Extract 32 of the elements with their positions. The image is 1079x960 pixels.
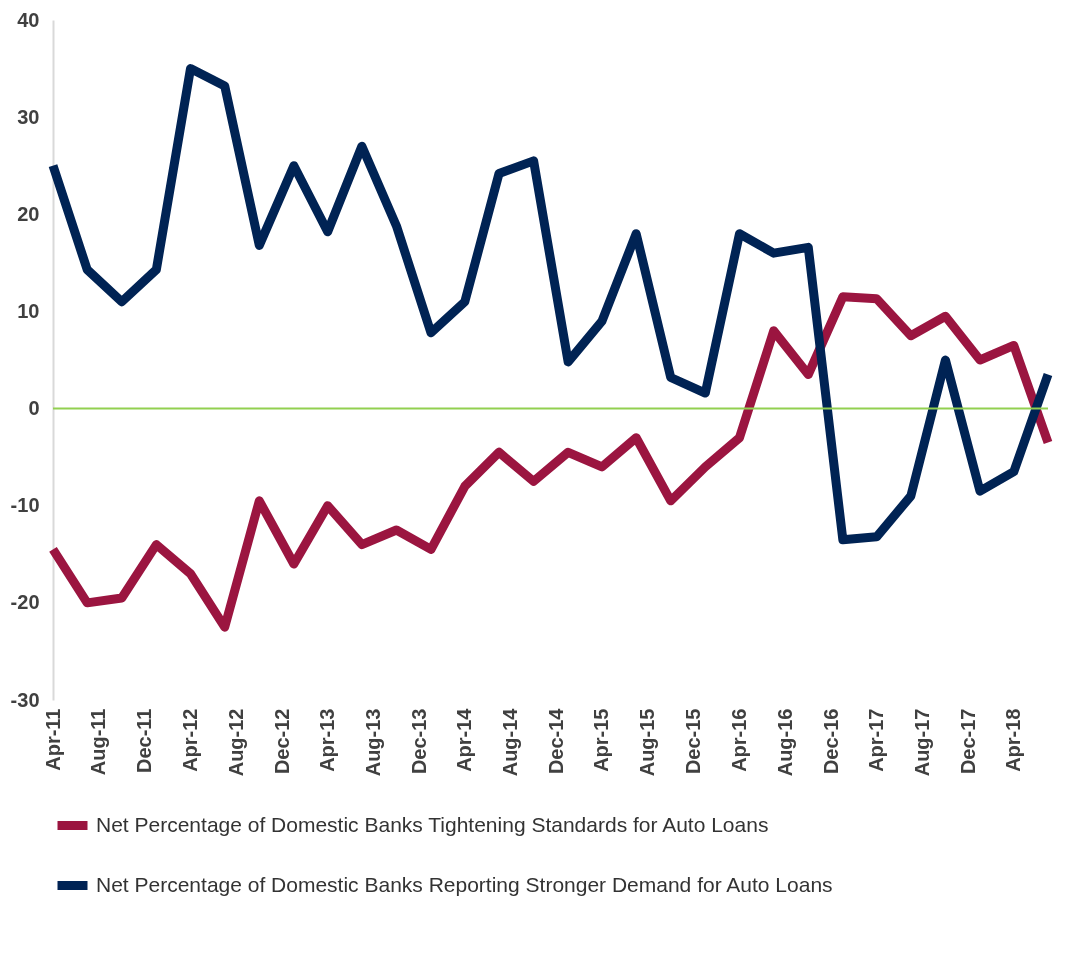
x-tick-label: Aug-15 <box>636 708 659 777</box>
y-tick-label: -20 <box>10 591 40 614</box>
x-tick-label: Dec-14 <box>545 707 568 775</box>
x-tick-label: Apr-11 <box>41 708 64 771</box>
legend-label: Net Percentage of Domestic Banks Tightening Standards for Auto Loans <box>96 812 769 836</box>
x-tick-label: Aug-11 <box>87 708 110 776</box>
x-tick-label: Apr-12 <box>179 708 202 772</box>
x-tick-label: Apr-16 <box>728 708 750 772</box>
y-tick-label: -30 <box>10 688 40 711</box>
x-tick-label: Dec-15 <box>682 708 705 775</box>
x-tick-label: Dec-16 <box>819 708 842 775</box>
y-tick-label: 30 <box>17 105 40 128</box>
x-tick-label: Dec-11 <box>133 708 156 773</box>
y-tick-label: -10 <box>10 494 40 517</box>
x-tick-label: Apr-17 <box>865 708 888 772</box>
x-tick-label: Aug-16 <box>773 708 796 777</box>
x-tick-label: Apr-14 <box>453 707 476 772</box>
y-tick-label: 10 <box>17 299 40 322</box>
x-tick-label: Aug-13 <box>362 708 385 777</box>
x-tick-label: Dec-13 <box>407 708 430 775</box>
y-tick-label: 40 <box>17 8 40 31</box>
x-tick-label: Apr-15 <box>590 708 613 772</box>
x-tick-label: Dec-17 <box>956 708 979 775</box>
legend-label: Net Percentage of Domestic Banks Reporting Stronger Demand for Auto Loans <box>96 872 833 896</box>
x-tick-label: Apr-18 <box>1002 708 1025 772</box>
y-tick-label: 20 <box>17 202 40 225</box>
x-tick-label: Dec-12 <box>270 708 293 775</box>
x-tick-label: Apr-13 <box>316 708 339 772</box>
x-tick-label: Aug-12 <box>224 708 247 777</box>
y-tick-label: 0 <box>28 397 40 420</box>
x-tick-label: Aug-17 <box>911 708 933 777</box>
x-tick-label: Aug-14 <box>499 707 522 777</box>
